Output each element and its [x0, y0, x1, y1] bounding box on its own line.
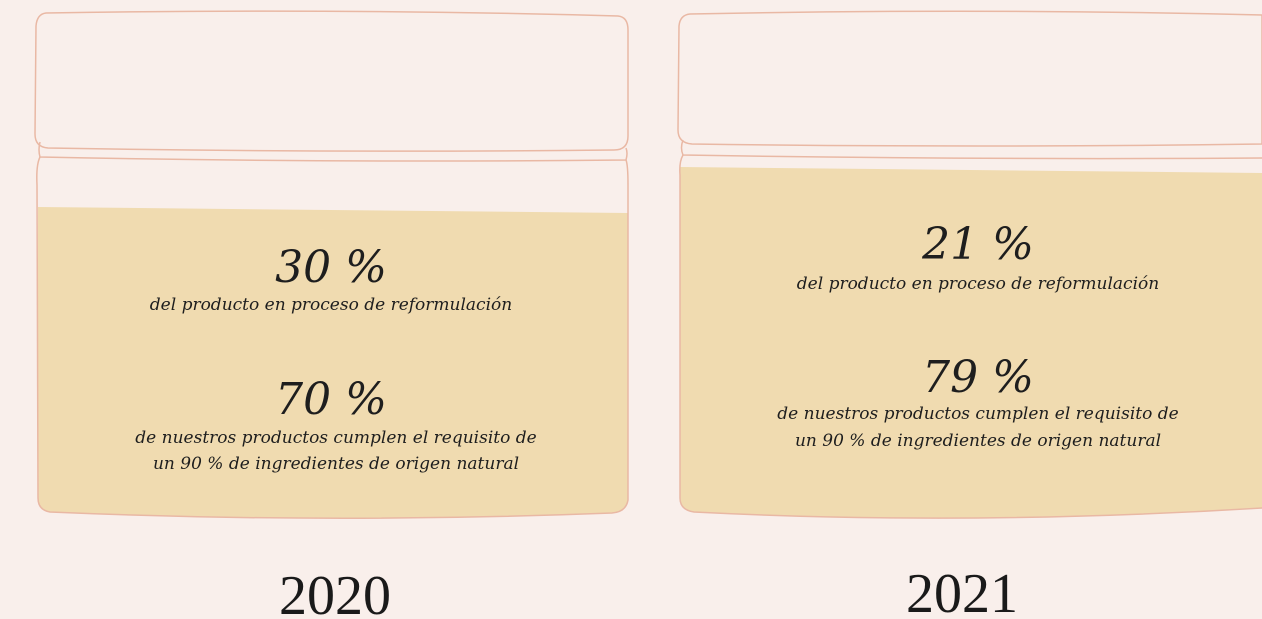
jar-band — [680, 139, 1262, 160]
year: 2020 — [279, 565, 391, 619]
percentage: 30 % — [275, 242, 387, 293]
jar-fill — [680, 167, 1262, 519]
jar-body — [36, 156, 629, 520]
jar-fill — [38, 207, 628, 519]
jar-band — [38, 141, 628, 162]
jar — [34, 10, 629, 520]
jar-body — [679, 154, 1262, 519]
percentage: 70 % — [275, 374, 387, 425]
description: un 90 % de ingredientes de origen natura… — [795, 431, 1161, 451]
year: 2021 — [906, 563, 1018, 619]
description: del producto en proceso de reformulación — [797, 274, 1159, 294]
jar-lid — [34, 10, 629, 152]
description: de nuestros productos cumplen el requisi… — [135, 428, 536, 448]
percentage: 79 % — [922, 352, 1034, 403]
description: del producto en proceso de reformulación — [150, 295, 512, 315]
jar — [677, 10, 1262, 519]
percentage: 21 % — [921, 219, 1034, 270]
description: de nuestros productos cumplen el requisi… — [777, 404, 1178, 424]
jar-lid — [677, 10, 1262, 147]
description: un 90 % de ingredientes de origen natura… — [153, 454, 519, 474]
